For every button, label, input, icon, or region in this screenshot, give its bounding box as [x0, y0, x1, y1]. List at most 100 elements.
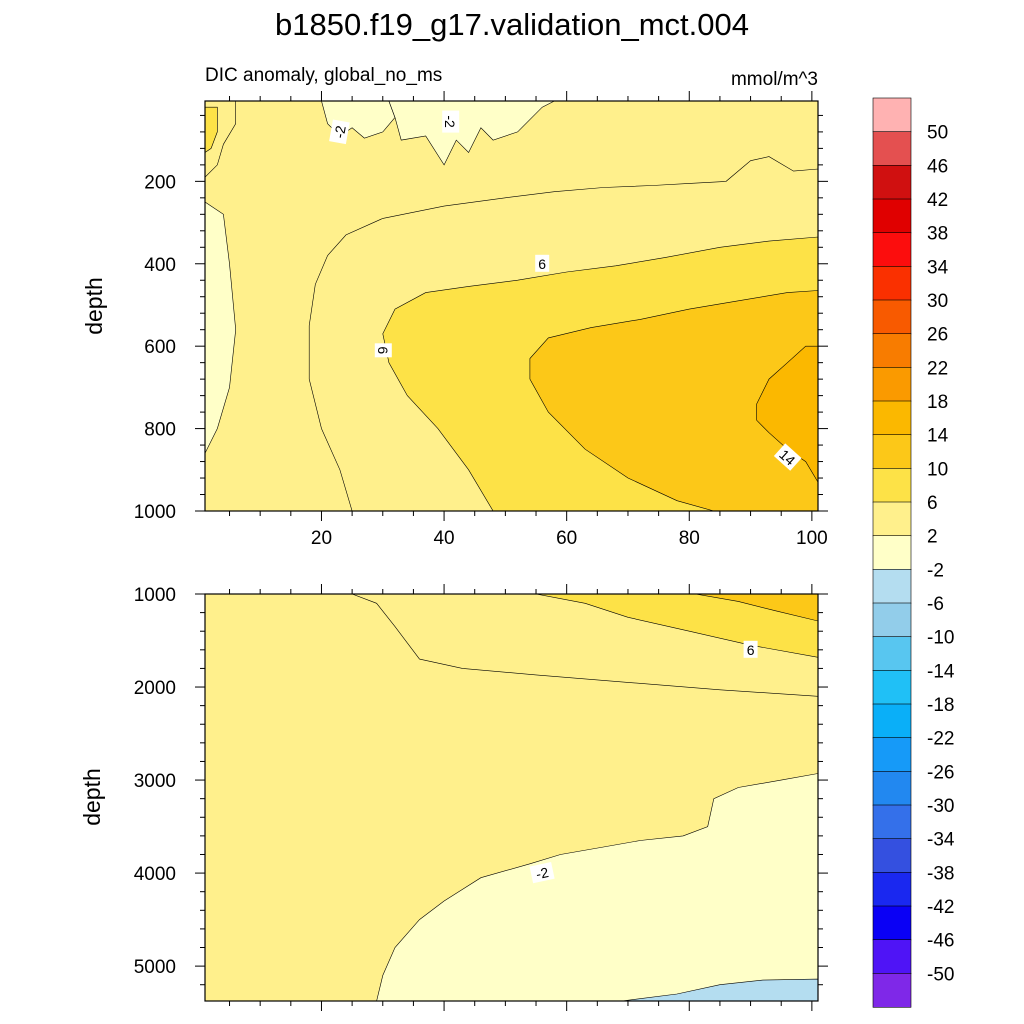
upper-contour-label: 6: [535, 254, 550, 272]
colorbar-box: [872, 535, 912, 570]
colorbar-tick-label: 38: [927, 224, 948, 245]
colorbar-tick-label: -46: [927, 931, 954, 952]
colorbar-tick-label: 42: [927, 190, 948, 211]
colorbar-tick-label: -10: [927, 628, 954, 649]
colorbar-box: [872, 905, 912, 941]
colorbar-tick-label: 14: [927, 426, 949, 447]
colorbar-tick-label: -2: [927, 560, 944, 581]
lower-panel: 1000 2000 3000 4000 5000 6 -2 depth: [79, 584, 828, 1011]
contour-label-bg: [329, 119, 350, 145]
contour-label-text: 6: [747, 642, 755, 658]
colorbar-tick-label: -26: [927, 762, 954, 783]
contour-label-text: -2: [331, 124, 349, 139]
upper-units-label: mmol/m^3: [731, 69, 818, 90]
contour-label-bg: [374, 343, 392, 358]
contour-label-bg: [535, 254, 550, 272]
colorbar-box: [872, 333, 912, 368]
colorbar-tick-label: -14: [927, 661, 955, 682]
colorbar-box: [872, 703, 912, 739]
colorbar-box: [872, 266, 912, 301]
contour-label-bg: [442, 110, 460, 133]
colorbar-tick-label: 10: [927, 459, 948, 480]
colorbar-tick-label: -30: [927, 796, 954, 817]
colorbar-box: [872, 367, 912, 402]
colorbar-tick-label: -34: [927, 830, 955, 851]
colorbar-box: [872, 165, 912, 200]
lower-plot-frame: [204, 593, 819, 1002]
colorbar-tick-label: 22: [927, 358, 948, 379]
contour-label-text: 6: [375, 346, 391, 354]
colorbar-box: [872, 838, 912, 873]
lower-y-tick-label: 4000: [134, 864, 176, 885]
colorbar-box: [872, 872, 912, 907]
colorbar-tick-label: -50: [927, 964, 954, 985]
lower-contour-label: 6: [743, 640, 758, 658]
colorbar-box: [872, 97, 912, 133]
colorbar-box: [872, 299, 912, 335]
upper-panel: 20 40 60 80 100 200 400 600 800 1000 -2 -2 6 6 14 DIC…: [81, 65, 828, 549]
colorbar-tick-label: 6: [927, 493, 938, 514]
upper-contour-label: -2: [442, 110, 460, 133]
upper-y-axis-label: depth: [81, 277, 107, 335]
colorbar-box: [872, 232, 912, 267]
figure-title: b1850.f19_g17.validation_mct.004: [275, 7, 749, 42]
colorbar-box: [872, 434, 912, 469]
contour-label-text: -2: [442, 115, 458, 128]
colorbar-box: [872, 670, 912, 705]
lower-y-axis-label: depth: [79, 768, 105, 826]
contour-label-bg: [773, 443, 802, 471]
colorbar-box: [872, 569, 912, 604]
colorbar-box: [872, 400, 912, 436]
colorbar-tick-label: 18: [927, 392, 948, 413]
lower-y-tick-label: 1000: [134, 585, 176, 606]
colorbar-tick-label: 2: [927, 527, 938, 548]
upper-contour-region: [205, 106, 218, 153]
contour-label-text: -2: [534, 864, 550, 882]
upper-x-tick-label: 80: [679, 528, 700, 549]
upper-contour-region: [205, 201, 237, 454]
lower-contour-labels: 6 -2: [529, 640, 758, 884]
colorbar-tick-label: -42: [927, 897, 954, 918]
colorbar-tick-label: -22: [927, 729, 954, 750]
colorbar-tick-label: -6: [927, 594, 944, 615]
upper-plot-frame: [204, 100, 819, 512]
lower-y-tick-label: 5000: [134, 957, 176, 978]
upper-y-tick-label: 200: [144, 172, 176, 193]
contour-label-bg: [743, 640, 758, 658]
colorbar-box: [872, 771, 912, 806]
colorbar-tick-label: 50: [927, 123, 948, 144]
colorbar-box: [872, 939, 912, 974]
colorbar-box: [872, 198, 912, 234]
lower-contour-region: [695, 594, 818, 622]
colorbar: 50 46 42 38 34 30 26 22 18 14 10 6 2 -2 -6 -10 -14 -18 -22…: [872, 97, 955, 1008]
upper-axis-ticks: 20 40 60 80 100 200 400 600 800 1000: [134, 91, 828, 549]
colorbar-box: [872, 737, 912, 772]
upper-contour-label: -2: [329, 119, 350, 145]
upper-y-tick-label: 1000: [134, 502, 176, 523]
upper-x-tick-label: 60: [556, 528, 577, 549]
lower-contour-region: [376, 773, 818, 1001]
upper-x-tick-label: 20: [311, 528, 332, 549]
contour-label-text: 6: [538, 256, 546, 272]
colorbar-box: [872, 468, 912, 503]
colorbar-box: [872, 804, 912, 840]
lower-contour-label: -2: [529, 862, 555, 884]
colorbar-box: [872, 636, 912, 671]
upper-y-tick-label: 400: [144, 255, 176, 276]
upper-left-label: DIC anomaly, global_no_ms: [205, 65, 442, 86]
colorbar-tick-label: 30: [927, 291, 948, 312]
colorbar-tick-label: 26: [927, 325, 948, 346]
upper-x-tick-label: 100: [796, 528, 828, 549]
colorbar-box: [872, 602, 912, 638]
upper-contour-label: 6: [374, 343, 392, 358]
colorbar-tick-label: -18: [927, 695, 954, 716]
lower-axis-ticks: 1000 2000 3000 4000 5000: [134, 584, 828, 1011]
upper-contour-region: [756, 345, 818, 483]
upper-y-tick-label: 800: [144, 420, 176, 441]
colorbar-tick-label: 46: [927, 156, 948, 177]
upper-contour-label: 14: [773, 443, 802, 471]
upper-contour-fills: [205, 101, 818, 511]
lower-contour-region: [621, 978, 818, 1001]
colorbar-tick-label: 34: [927, 257, 949, 278]
upper-contour-region: [529, 290, 818, 511]
